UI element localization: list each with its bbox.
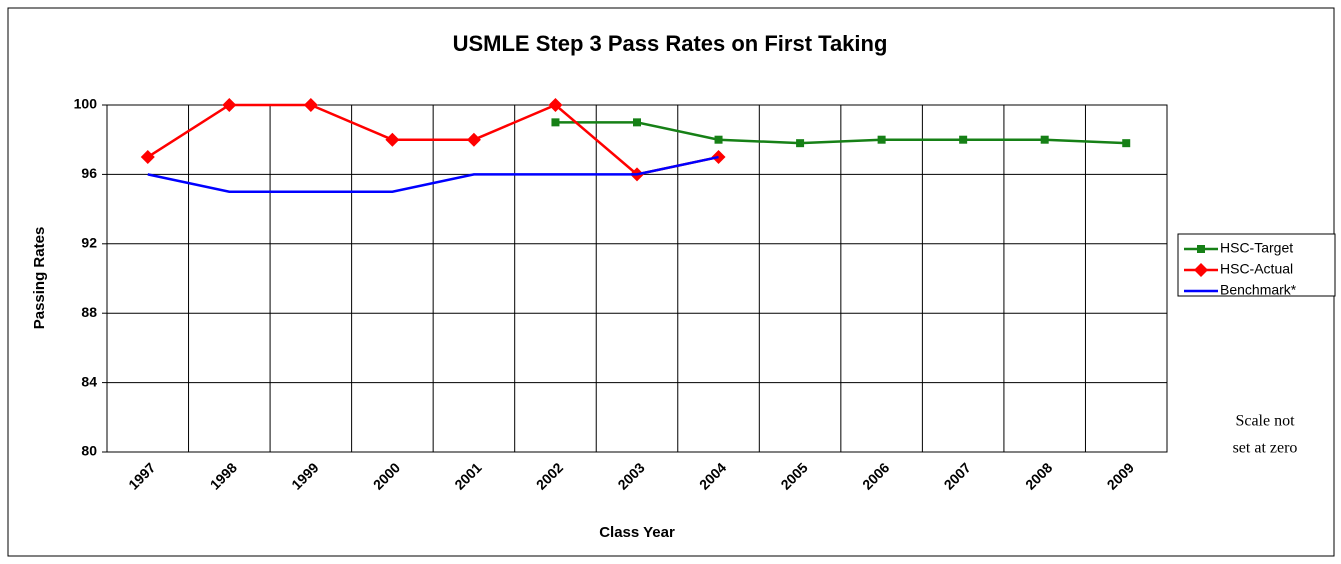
- marker: [633, 118, 641, 127]
- marker: [140, 150, 155, 165]
- chart-title: USMLE Step 3 Pass Rates on First Taking: [453, 31, 888, 56]
- marker: [551, 118, 560, 127]
- y-tick-label: 80: [81, 443, 97, 459]
- y-tick-label: 92: [81, 235, 97, 251]
- series-line: [147, 155, 719, 193]
- legend-label: HSC-Actual: [1220, 261, 1293, 277]
- y-axis-label: Passing Rates: [31, 227, 48, 330]
- legend: [1177, 233, 1336, 297]
- marker: [466, 132, 481, 147]
- marker: [1122, 139, 1131, 148]
- marker: [714, 135, 723, 144]
- y-tick-label: 84: [81, 373, 97, 389]
- marker: [1197, 245, 1205, 253]
- legend-label: HSC-Target: [1220, 240, 1293, 256]
- marker: [222, 98, 237, 112]
- series-line: [147, 103, 719, 176]
- annotation: Scale not: [1235, 413, 1295, 430]
- legend-label: Benchmark*: [1220, 282, 1297, 298]
- marker: [1194, 263, 1208, 277]
- plot-area: [106, 104, 1168, 453]
- marker: [796, 139, 805, 148]
- marker: [959, 135, 968, 144]
- annotation: set at zero: [1233, 440, 1298, 457]
- y-tick-label: 88: [81, 304, 97, 320]
- marker: [385, 132, 400, 147]
- y-tick-label: 100: [74, 96, 98, 112]
- series-line: [555, 121, 1127, 145]
- marker: [548, 98, 563, 112]
- marker: [1040, 135, 1049, 144]
- marker: [303, 98, 318, 112]
- marker: [877, 135, 886, 144]
- y-tick-label: 96: [81, 165, 97, 181]
- x-axis-label: Class Year: [599, 524, 675, 541]
